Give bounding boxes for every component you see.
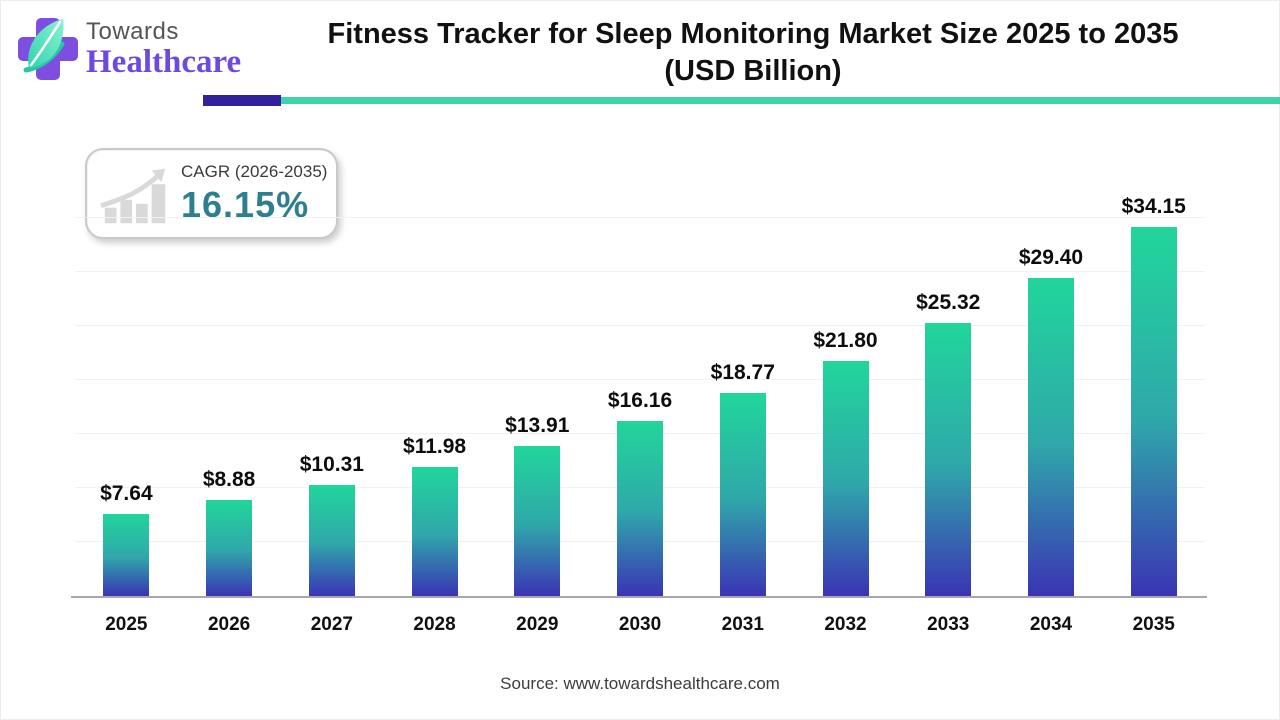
brand-name-bottom: Healthcare [86, 43, 242, 80]
x-axis-tick-label: 2026 [207, 614, 251, 635]
bar: $34.15 [1122, 195, 1186, 596]
bar-value-label: $25.32 [916, 290, 981, 314]
bars: $7.64 2025 $8.88 2026 $10.31 2027 $11.98 2028 $1… [75, 195, 1205, 636]
bar-column: $18.77 2031 [691, 218, 794, 635]
bar: $16.16 [608, 389, 672, 596]
bar-value-label: $7.64 [100, 481, 153, 505]
cagr-label: CAGR (2026-2035) [181, 161, 328, 181]
growth-chart-icon [100, 168, 166, 223]
cagr-badge: CAGR (2026-2035) 16.15% [85, 148, 338, 239]
bar-value-label: $16.16 [607, 389, 673, 413]
bar: $10.31 [300, 453, 364, 596]
x-axis-tick-label: 2028 [413, 614, 456, 635]
source-text: Source: www.towardshealthcare.com [500, 674, 780, 693]
x-axis-tick-label: 2032 [824, 614, 867, 635]
bar-column: $34.15 2035 [1102, 195, 1205, 635]
bar-value-label: $11.98 [403, 434, 467, 458]
x-axis-tick-label: 2025 [105, 614, 148, 635]
gridline [75, 271, 1205, 272]
gridline [75, 379, 1205, 380]
bar-value-label: $18.77 [710, 361, 775, 385]
bar: $21.80 [813, 329, 878, 596]
gridline [75, 217, 1205, 218]
healthcare-cross-leaf-icon [18, 18, 78, 80]
page-title-line2: (USD Billion) [664, 55, 842, 87]
bar: $25.32 [916, 291, 980, 596]
x-axis-tick-label: 2027 [310, 614, 353, 635]
bar: $7.64 [100, 482, 153, 596]
page-title: Fitness Tracker for Sleep Monitoring Mar… [286, 16, 1220, 90]
bar-value-label: $21.80 [813, 328, 878, 352]
bar: $18.77 [711, 361, 775, 596]
bar-column: $16.16 2030 [589, 218, 692, 635]
x-axis-tick-label: 2031 [721, 614, 764, 635]
x-axis-tick-label: 2030 [618, 614, 662, 635]
gridline [75, 325, 1205, 326]
bar-value-label: $13.91 [505, 413, 570, 437]
bar-column: $8.88 2026 [178, 218, 281, 635]
bar: $8.88 [203, 468, 255, 596]
bar-value-label: $10.31 [299, 452, 364, 476]
page-title-line1: Fitness Tracker for Sleep Monitoring Mar… [327, 18, 1179, 50]
bar-column: $7.64 2025 [75, 218, 178, 636]
x-axis-tick-label: 2035 [1132, 614, 1175, 635]
bar-column: $13.91 2029 [486, 218, 589, 635]
bar: $29.40 [1019, 246, 1083, 596]
bar-value-label: $8.88 [202, 468, 256, 492]
brand-logo: Towards Healthcare [16, 12, 241, 86]
bar-column: $25.32 2033 [897, 218, 1000, 635]
header-divider-teal-segment [281, 96, 1280, 104]
bar-chart: $7.64 2025 $8.88 2026 $10.31 2027 $11.98 2028 $1… [71, 195, 1207, 636]
bar-column: $21.80 2032 [794, 218, 897, 635]
bar: $11.98 [403, 435, 466, 596]
bar-column: $29.40 2034 [1000, 218, 1103, 635]
x-axis-tick-label: 2034 [1029, 614, 1073, 635]
header-divider-purple-segment [203, 94, 281, 106]
bar-column: $10.31 2027 [280, 218, 383, 635]
brand-name-top: Towards [86, 17, 179, 45]
bar-column: $11.98 2028 [383, 218, 486, 635]
x-axis-tick-label: 2033 [927, 614, 970, 635]
x-axis-tick-label: 2029 [516, 614, 559, 635]
bar-value-label: $34.15 [1121, 195, 1186, 219]
header-divider [203, 94, 1280, 106]
bar-value-label: $29.40 [1018, 246, 1084, 270]
x-axis-line [71, 596, 1207, 598]
bar: $13.91 [505, 414, 569, 596]
